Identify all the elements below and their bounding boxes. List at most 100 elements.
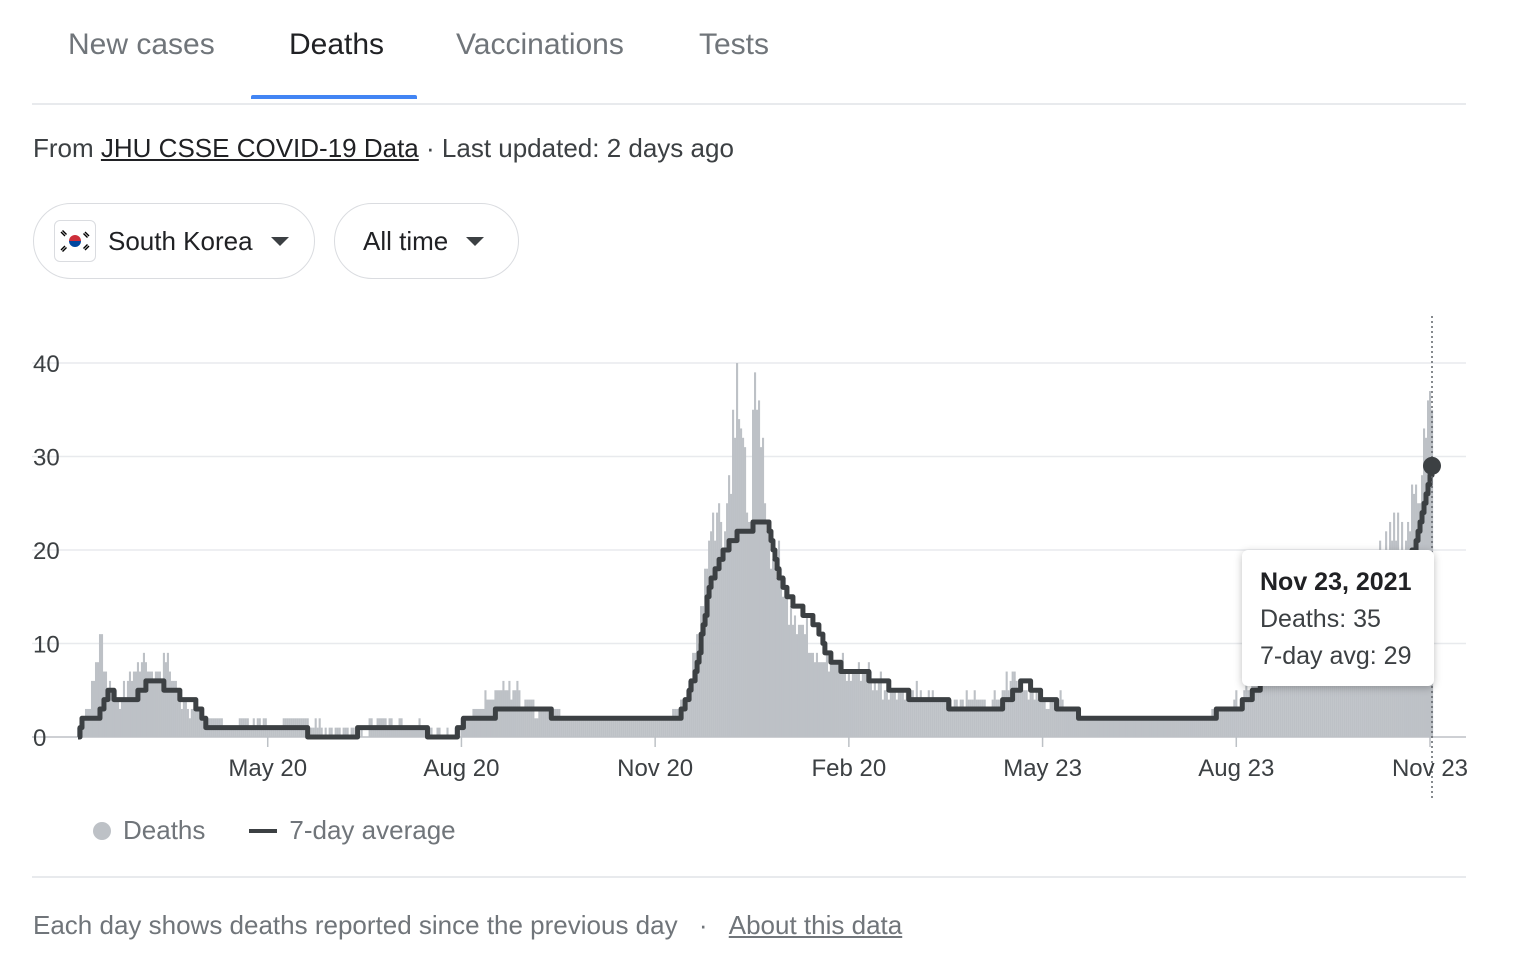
daily-death-bar <box>412 727 415 737</box>
daily-death-bar <box>859 680 862 737</box>
daily-death-bar <box>526 699 529 737</box>
daily-death-bar <box>947 699 950 737</box>
daily-death-bar <box>901 690 904 737</box>
tab-vaccinations[interactable]: Vaccinations <box>456 28 624 61</box>
daily-death-bar <box>132 671 136 737</box>
daily-death-bar <box>1343 643 1346 737</box>
daily-death-bar <box>550 708 553 737</box>
daily-death-bar <box>748 521 751 737</box>
daily-death-bar <box>1239 708 1242 737</box>
daily-death-bar <box>1129 718 1132 737</box>
daily-death-bar <box>352 727 355 737</box>
daily-death-bar <box>100 634 104 737</box>
source-link[interactable]: JHU CSSE COVID-19 Data <box>100 133 419 163</box>
daily-death-bar <box>1075 708 1078 737</box>
daily-death-bar <box>188 718 191 737</box>
daily-death-bar <box>190 708 193 737</box>
daily-death-bar <box>927 690 930 737</box>
daily-death-bar <box>274 727 277 737</box>
daily-death-bar <box>734 437 737 737</box>
daily-death-bar <box>875 690 878 737</box>
daily-death-bar <box>1013 671 1016 737</box>
daily-death-bar <box>1099 718 1102 737</box>
daily-death-bar <box>612 718 615 737</box>
daily-death-bar <box>566 718 569 737</box>
daily-death-bar <box>935 699 938 737</box>
daily-death-bar <box>570 718 573 737</box>
daily-death-bar <box>1071 708 1074 737</box>
daily-death-bar <box>1025 690 1028 737</box>
daily-death-bar <box>1261 671 1264 737</box>
daily-death-bar <box>1327 662 1330 737</box>
daily-death-bar <box>891 690 894 737</box>
daily-death-bar <box>1141 718 1144 737</box>
tab-new-cases[interactable]: New cases <box>68 28 215 61</box>
daily-death-bar <box>1329 662 1332 737</box>
daily-death-bar <box>967 699 970 737</box>
daily-death-bar <box>1135 718 1138 737</box>
daily-death-bar <box>474 708 477 737</box>
about-data-link[interactable]: About this data <box>728 910 903 940</box>
daily-death-bar <box>266 727 269 737</box>
daily-death-bar <box>1155 718 1158 737</box>
daily-death-bar <box>692 652 695 737</box>
daily-death-bar <box>889 690 892 737</box>
daily-death-bar <box>1151 718 1154 737</box>
daily-death-bar <box>1033 699 1036 737</box>
x-tick-label: Aug 23 <box>1198 755 1274 782</box>
daily-death-bar <box>981 699 984 737</box>
daily-death-bar <box>750 521 753 737</box>
daily-death-bar <box>736 363 739 737</box>
daily-death-bar <box>1125 718 1128 737</box>
chevron-down-icon <box>466 236 485 246</box>
daily-death-bar <box>943 699 946 737</box>
daily-death-bar <box>542 708 545 737</box>
daily-death-bar <box>222 727 225 737</box>
daily-death-bar <box>632 718 635 737</box>
daily-death-bar <box>871 690 874 737</box>
tab-deaths[interactable]: Deaths <box>289 28 385 61</box>
daily-death-bar <box>957 708 960 737</box>
daily-death-bar <box>775 578 779 737</box>
daily-death-bar <box>917 699 920 737</box>
daily-death-bar <box>1181 718 1184 737</box>
tab-tests[interactable]: Tests <box>699 28 770 61</box>
deaths-chart[interactable]: 0 10 20 30 40 May 20 Aug 20 Nov 20 Feb 20 May 23… <box>0 300 1518 800</box>
daily-death-bar <box>1089 718 1092 737</box>
daily-death-bar <box>314 718 317 737</box>
daily-death-bar <box>552 708 555 737</box>
daily-death-bar <box>1309 662 1312 737</box>
daily-death-bar <box>740 428 743 737</box>
daily-death-bar <box>112 690 116 737</box>
daily-death-bar <box>823 662 826 737</box>
daily-death-bar <box>987 708 990 737</box>
location-dropdown[interactable]: South Korea <box>33 203 315 279</box>
daily-death-bar <box>640 718 643 737</box>
daily-death-bar <box>1127 718 1130 737</box>
daily-death-bar <box>993 690 996 737</box>
daily-death-bar <box>588 718 591 737</box>
daily-death-bar <box>574 718 577 737</box>
daily-death-bar <box>841 652 844 737</box>
daily-death-bar <box>991 699 994 737</box>
daily-death-bar <box>1299 662 1302 737</box>
daily-death-bar <box>130 680 134 737</box>
time-range-dropdown[interactable]: All time <box>334 203 519 279</box>
daily-death-bar <box>867 662 870 737</box>
daily-death-bar <box>446 727 449 737</box>
daily-death-bar <box>795 634 799 737</box>
daily-death-bar <box>146 671 149 737</box>
daily-death-bar <box>140 662 144 737</box>
daily-death-bar <box>1093 718 1096 737</box>
daily-death-bar <box>158 671 161 737</box>
daily-death-bar <box>142 652 146 737</box>
daily-death-bar <box>1087 718 1090 737</box>
daily-death-bar <box>752 409 755 737</box>
daily-death-bar <box>779 568 783 737</box>
daily-death-bar <box>1101 718 1104 737</box>
daily-death-bar <box>1037 699 1040 737</box>
daily-death-bar <box>817 662 821 737</box>
daily-death-bar <box>1115 718 1118 737</box>
daily-death-bar <box>106 690 110 737</box>
daily-death-bar <box>813 662 817 737</box>
